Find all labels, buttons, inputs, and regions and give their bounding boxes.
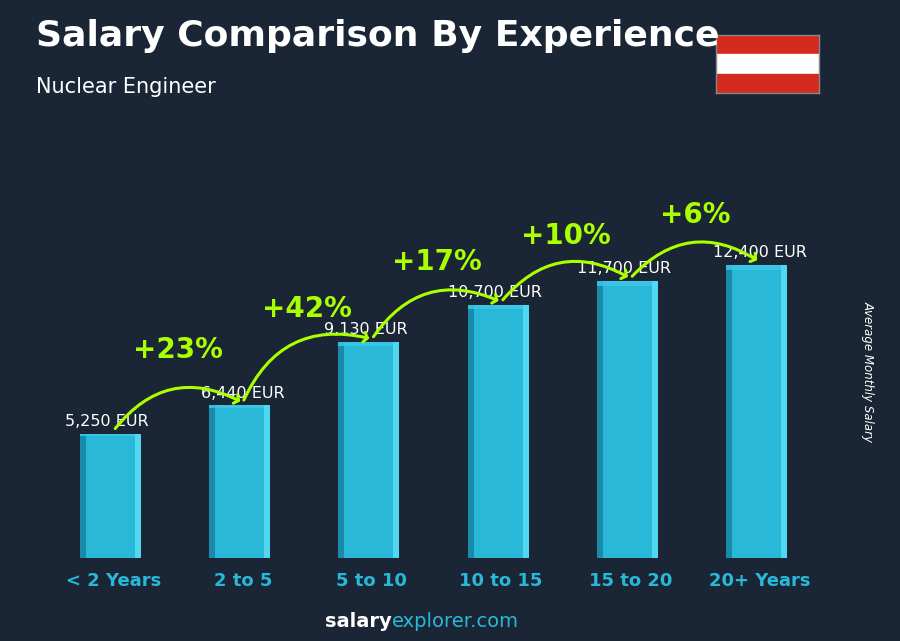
Text: Nuclear Engineer: Nuclear Engineer (36, 77, 216, 97)
Text: 12,400 EUR: 12,400 EUR (713, 245, 806, 260)
Bar (597, 281, 603, 558)
Text: salary: salary (325, 612, 392, 631)
Bar (523, 304, 528, 558)
Bar (716, 74, 819, 93)
Text: +17%: +17% (392, 248, 482, 276)
Bar (86, 433, 141, 558)
Bar (80, 433, 86, 558)
Bar (732, 265, 787, 558)
Bar (716, 35, 819, 54)
Text: 11,700 EUR: 11,700 EUR (577, 262, 670, 276)
Bar (209, 406, 215, 558)
Bar (597, 281, 652, 286)
Bar (473, 304, 528, 558)
Text: +42%: +42% (263, 296, 352, 324)
Bar (215, 406, 270, 558)
Bar (781, 265, 787, 558)
Bar (338, 342, 345, 558)
Text: 9,130 EUR: 9,130 EUR (324, 322, 408, 337)
Bar (603, 281, 658, 558)
Text: +6%: +6% (660, 201, 730, 229)
Bar (265, 406, 270, 558)
Bar (467, 304, 473, 558)
Text: 6,440 EUR: 6,440 EUR (201, 386, 284, 401)
Text: +23%: +23% (133, 336, 223, 363)
Bar (209, 406, 265, 408)
Text: 10,700 EUR: 10,700 EUR (447, 285, 542, 300)
Bar (345, 342, 400, 558)
Bar (726, 265, 781, 270)
Text: Salary Comparison By Experience: Salary Comparison By Experience (36, 19, 719, 53)
Bar (393, 342, 400, 558)
Bar (338, 342, 393, 345)
Bar (716, 54, 819, 74)
Text: 5,250 EUR: 5,250 EUR (65, 414, 148, 429)
Bar (726, 265, 732, 558)
Bar (80, 433, 135, 436)
Bar (467, 304, 523, 310)
Text: +10%: +10% (521, 222, 610, 250)
Text: Average Monthly Salary: Average Monthly Salary (862, 301, 875, 442)
Text: explorer.com: explorer.com (392, 612, 518, 631)
Bar (135, 433, 141, 558)
Bar (652, 281, 658, 558)
